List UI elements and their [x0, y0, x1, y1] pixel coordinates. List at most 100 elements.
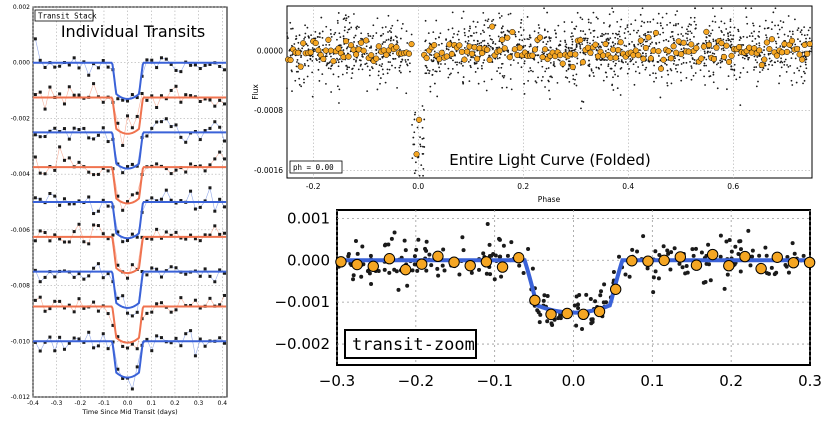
light-curve-point: [791, 33, 794, 36]
light-curve-point: [436, 95, 439, 98]
transit-data-point: [58, 335, 62, 339]
light-curve-point: [366, 90, 369, 93]
light-curve-point: [794, 57, 797, 60]
transit-zoom-point: [492, 277, 497, 282]
transit-data-point: [203, 129, 207, 133]
transit-zoom-point: [498, 254, 503, 259]
transit-data-point: [48, 85, 52, 89]
light-curve-point: [469, 27, 471, 30]
light-curve-point: [761, 69, 764, 71]
light-curve-point: [783, 63, 786, 66]
light-curve-point: [592, 71, 595, 74]
light-curve-bin: [617, 39, 624, 46]
transit-zoom-point: [598, 293, 603, 298]
light-curve-point: [355, 28, 358, 30]
light-curve-point: [469, 59, 472, 61]
light-curve-point: [308, 36, 310, 39]
light-curve-point: [687, 25, 690, 28]
transit-zoom-point: [690, 247, 695, 252]
transit-data-point: [111, 233, 115, 237]
light-curve-point: [523, 93, 526, 95]
light-curve-point: [689, 38, 692, 41]
light-curve-point: [703, 75, 706, 78]
light-curve-point: [429, 53, 431, 56]
light-curve-point: [605, 76, 608, 78]
light-curve-bin: [796, 51, 803, 58]
transit-data-point: [67, 137, 71, 141]
transit-model-line: [33, 166, 227, 205]
transit-zoom-point: [460, 235, 465, 240]
light-curve-point: [652, 72, 655, 75]
light-curve-point: [620, 66, 623, 69]
light-curve-point: [394, 57, 397, 60]
transit-data-point: [72, 202, 76, 206]
transit-zoom-point: [661, 244, 666, 249]
light-curve-point: [411, 123, 413, 126]
transit-data-point: [159, 94, 163, 98]
transit-zoom-point: [630, 247, 635, 252]
light-curve-point: [457, 71, 460, 74]
light-curve-point: [614, 64, 617, 67]
y-tick-label: 0.001: [287, 209, 330, 227]
light-curve-point: [509, 12, 512, 15]
light-curve-point: [306, 26, 309, 29]
transit-zoom-point: [691, 253, 696, 258]
transit-zoom-bin: [496, 261, 509, 273]
transit-zoom-point: [416, 237, 421, 242]
light-curve-point: [413, 118, 416, 121]
light-curve-point: [298, 34, 301, 37]
light-curve-point: [742, 67, 745, 69]
transit-model-line: [33, 131, 227, 170]
light-curve-point: [467, 39, 470, 42]
transit-data-point: [174, 266, 178, 270]
transit-data-point: [106, 65, 110, 69]
light-curve-point: [731, 68, 734, 71]
light-curve-point: [341, 73, 344, 76]
light-curve-bin: [405, 50, 413, 57]
light-curve-bin: [373, 55, 380, 62]
transit-zoom-point: [351, 277, 356, 282]
light-curve-point: [375, 32, 378, 34]
transit-data-point: [96, 262, 100, 266]
light-curve-point: [624, 27, 627, 30]
light-curve-point: [318, 32, 321, 35]
light-curve-point: [413, 113, 416, 116]
transit-zoom-point: [757, 253, 762, 258]
light-curve-point: [396, 86, 398, 89]
light-curve-point: [767, 68, 770, 71]
transit-data-point: [96, 172, 100, 176]
light-curve-bin: [778, 49, 786, 56]
transit-data-point: [164, 57, 168, 61]
light-curve-bin: [602, 40, 609, 48]
light-curve-point: [614, 36, 617, 39]
light-curve-point: [601, 58, 604, 61]
light-curve-point: [786, 64, 788, 66]
light-curve-point: [800, 33, 803, 36]
light-curve-point: [581, 100, 583, 103]
light-curve-bin: [587, 49, 594, 56]
transit-zoom-point: [733, 244, 738, 249]
light-curve-point: [673, 55, 676, 58]
light-curve-point: [697, 42, 700, 45]
individual-transits-xticks: -0.4 -0.3 -0.2 -0.1 0.0 0.1 0.2 0.3 0.4: [27, 400, 227, 407]
transit-zoom-point: [729, 249, 734, 254]
light-curve-point: [706, 50, 709, 53]
light-curve-point: [804, 72, 806, 75]
light-curve-point: [438, 66, 440, 69]
light-curve-point: [423, 146, 426, 148]
light-curve-point: [800, 75, 803, 78]
light-curve-point: [432, 31, 435, 34]
light-curve-point: [518, 38, 521, 41]
light-curve-point: [672, 37, 675, 40]
transit-zoom-point: [580, 327, 585, 332]
light-curve-point: [290, 27, 292, 30]
light-curve-point: [609, 24, 611, 27]
light-curve-point: [350, 26, 353, 29]
light-curve-point: [318, 58, 321, 60]
light-curve-xlabel: Phase: [538, 195, 561, 204]
transit-zoom-point: [574, 294, 579, 299]
transit-data-point: [164, 230, 168, 234]
light-curve-point: [304, 32, 307, 35]
light-curve-bin: [431, 42, 438, 49]
transit-zoom-bin: [609, 283, 622, 295]
